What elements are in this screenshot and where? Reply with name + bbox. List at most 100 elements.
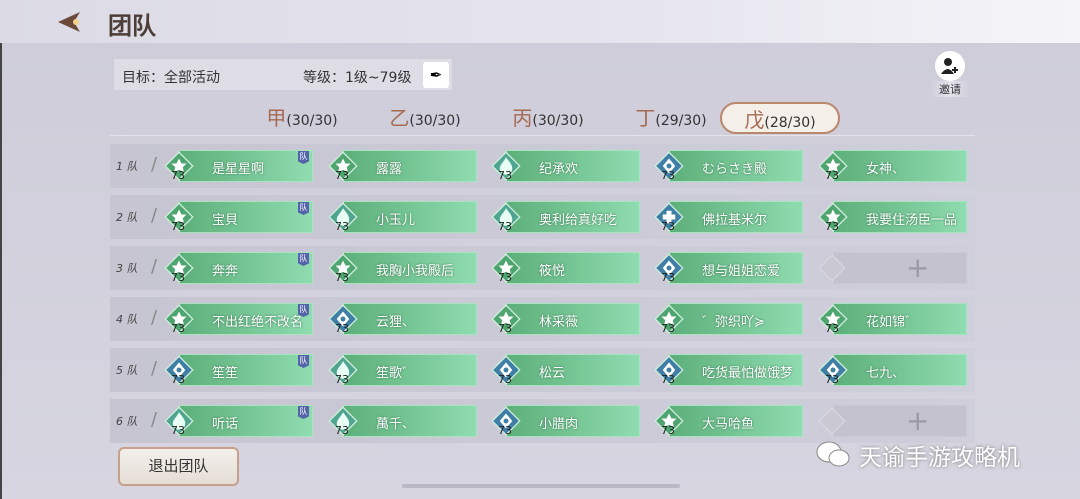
member-level: 73 [335, 424, 349, 437]
member-card[interactable]: 奥利给真好吃 73 [491, 201, 640, 233]
member-card[interactable]: 花如锦゛ 73 [818, 303, 967, 335]
member-bar: 佛拉基米尔 [669, 201, 803, 233]
divider: / [151, 409, 158, 430]
flower-class-icon [328, 151, 358, 181]
tab-char: 丙 [512, 106, 533, 130]
member-card[interactable]: むらさき殿 73 [654, 150, 803, 182]
member-card[interactable]: 大马哈鱼 73 [654, 405, 803, 437]
tab-count: (30/30) [409, 113, 461, 129]
member-card[interactable]: 笙笙 队 73 [164, 354, 313, 386]
add-member-icon[interactable]: + [906, 404, 930, 437]
member-card[interactable]: 萬千、 73 [328, 405, 477, 437]
team-label: 2 队 [116, 211, 138, 224]
flower-class-icon [491, 304, 521, 334]
empty-slot[interactable]: + [818, 251, 967, 284]
edit-filter-button[interactable]: ✒ [423, 62, 449, 88]
member-bar: 我要住汤臣一品 [833, 201, 967, 233]
member-name: 是星星啊 [212, 162, 265, 177]
member-card[interactable]: 我胸小我殿后 73 [328, 252, 477, 284]
member-level: 73 [171, 220, 185, 233]
team-row: 1 队 / 是星星啊 队 73 露露 73 纪承欢 73 むらさき殿 73 女神、 73 [110, 144, 975, 188]
member-level: 73 [661, 424, 675, 437]
leader-badge: 队 [298, 406, 309, 419]
member-card[interactable]: 纪承欢 73 [491, 150, 640, 182]
pen-icon: ✒ [429, 66, 443, 84]
member-card[interactable]: 林采薇 73 [491, 303, 640, 335]
member-name: 我要住汤臣一品 [866, 213, 958, 228]
member-card[interactable]: 女神、 73 [818, 150, 967, 182]
add-member-icon[interactable]: + [906, 251, 930, 284]
member-card[interactable]: 佛拉基米尔 73 [654, 201, 803, 233]
slot-bar: + [833, 251, 967, 284]
team-row: 3 队 / 奔奔 队 73 我胸小我殿后 73 筱悦 73 想与姐姐恋爱 73 + [110, 246, 975, 290]
empty-slot[interactable]: + [818, 404, 967, 437]
member-level: 73 [335, 271, 349, 284]
member-name: むらさき殿 [702, 162, 768, 177]
member-name: 女神、 [866, 162, 906, 177]
member-name: 纪承欢 [539, 162, 579, 177]
team-row: 4 队 / 不出红绝不改名队 73 云狸、 73 林采薇 73 ゛弥织吖≽ 73 花如锦゛ 73 [110, 297, 975, 341]
member-card[interactable]: 筱悦 73 [491, 252, 640, 284]
member-card[interactable]: 松云 73 [491, 354, 640, 386]
leader-badge: 队 [298, 304, 309, 317]
member-card[interactable]: 云狸、 73 [328, 303, 477, 335]
member-bar: 想与姐姐恋爱 [669, 252, 803, 284]
team-label: 4 队 [116, 313, 138, 326]
flower-class-icon [328, 253, 358, 283]
member-name: 小玉儿 [376, 213, 416, 228]
add-user-icon [941, 58, 958, 74]
member-level: 73 [171, 373, 185, 386]
member-card[interactable]: 不出红绝不改名队 73 [164, 303, 313, 335]
tab-甲[interactable]: 甲(30/30) [242, 102, 362, 134]
flower-class-icon [164, 253, 194, 283]
tab-char: 乙 [389, 106, 410, 130]
member-card[interactable]: 奔奔 队 73 [164, 252, 313, 284]
flower-class-icon [164, 151, 194, 181]
member-card[interactable]: 宝貝 队 73 [164, 201, 313, 233]
team-label: 1 队 [116, 160, 138, 173]
member-level: 73 [661, 220, 675, 233]
member-card[interactable]: 小腊肉 73 [491, 405, 640, 437]
watermark-text: 天谕手游攻略机 [859, 445, 1020, 471]
tab-丁[interactable]: 丁(29/30) [611, 102, 731, 134]
member-bar: 筱悦 [506, 252, 640, 284]
member-card[interactable]: 七九、 73 [818, 354, 967, 386]
flower-class-icon [818, 151, 848, 181]
member-card[interactable]: 是星星啊 队 73 [164, 150, 313, 182]
member-level: 73 [825, 373, 839, 386]
divider: / [151, 307, 158, 328]
member-name: 我胸小我殿后 [376, 264, 455, 279]
invite-label: 邀请 [930, 81, 970, 97]
member-level: 73 [171, 271, 185, 284]
back-icon[interactable] [56, 10, 88, 34]
invite-button[interactable]: 邀请 [930, 51, 970, 97]
home-indicator [402, 484, 680, 488]
member-card[interactable]: 吃货最怕做饿梦 73 [654, 354, 803, 386]
divider: / [151, 205, 158, 226]
member-level: 73 [335, 169, 349, 182]
member-bar: 大马哈鱼 [669, 405, 803, 437]
member-card[interactable]: 笙歌゛ 73 [328, 354, 477, 386]
slot-bar: + [833, 404, 967, 437]
member-card[interactable]: 我要住汤臣一品 73 [818, 201, 967, 233]
quit-team-button[interactable]: 退出团队 [118, 447, 239, 486]
tab-count: (30/30) [286, 113, 338, 129]
member-card[interactable]: 想与姐姐恋爱 73 [654, 252, 803, 284]
member-name: 筱悦 [539, 264, 566, 279]
member-card[interactable]: 露露 73 [328, 150, 477, 182]
flame-class-icon [164, 406, 194, 436]
tab-乙[interactable]: 乙(30/30) [365, 102, 485, 134]
member-card[interactable]: 小玉儿 73 [328, 201, 477, 233]
member-card[interactable]: ゛弥织吖≽ 73 [654, 303, 803, 335]
tab-戊[interactable]: 戊(28/30) [720, 102, 840, 134]
member-bar: ゛弥织吖≽ [669, 303, 803, 335]
member-level: 73 [498, 271, 512, 284]
member-level: 73 [661, 271, 675, 284]
member-level: 73 [498, 322, 512, 335]
flower-class-icon [491, 253, 521, 283]
member-card[interactable]: 听话 队 73 [164, 405, 313, 437]
member-name: 吃货最怕做饿梦 [702, 366, 794, 381]
tab-丙[interactable]: 丙(30/30) [488, 102, 608, 134]
member-bar: 萬千、 [343, 405, 477, 437]
leader-badge: 队 [298, 202, 309, 215]
